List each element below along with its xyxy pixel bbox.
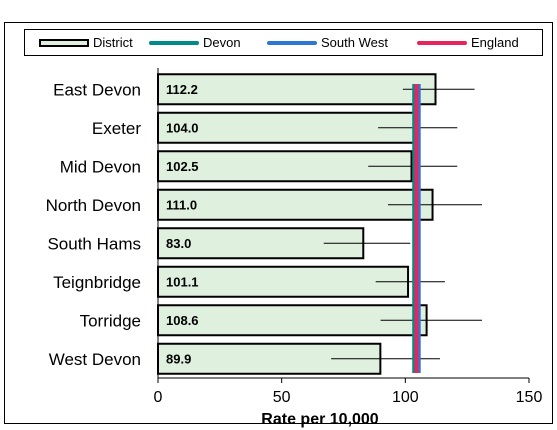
bar xyxy=(157,265,410,298)
legend-item-south-west: South West xyxy=(267,30,388,55)
legend-item-england: England xyxy=(417,30,519,55)
legend-label-devon: Devon xyxy=(203,35,241,50)
district-swatch xyxy=(39,38,89,47)
england-swatch xyxy=(417,40,467,45)
legend-label-south-west: South West xyxy=(321,35,388,50)
value-label: 108.6 xyxy=(166,313,199,328)
value-label: 111.0 xyxy=(166,197,197,212)
x-tick-label: 0 xyxy=(154,389,163,406)
legend-item-district: District xyxy=(39,30,133,55)
category-label: South Hams xyxy=(47,234,141,253)
devon-swatch xyxy=(149,40,199,45)
value-label: 102.5 xyxy=(166,159,199,174)
value-label: 101.1 xyxy=(166,274,199,289)
bar xyxy=(157,188,434,221)
chart-frame xyxy=(4,22,553,424)
category-label: North Devon xyxy=(46,196,141,215)
category-label: East Devon xyxy=(53,80,141,99)
chart-legend: District Devon South West England xyxy=(24,29,543,56)
value-label: 89.9 xyxy=(166,351,191,366)
legend-item-devon: Devon xyxy=(149,30,241,55)
value-label: 104.0 xyxy=(166,120,199,135)
x-tick-label: 100 xyxy=(392,389,419,406)
bar xyxy=(157,73,437,106)
value-label: 112.2 xyxy=(166,82,198,97)
legend-label-england: England xyxy=(471,35,519,50)
south-west-swatch xyxy=(267,40,317,45)
x-axis-label: Rate per 10,000 xyxy=(261,411,379,428)
category-label: Torridge xyxy=(80,311,141,330)
x-tick-label: 150 xyxy=(516,389,543,406)
category-label: West Devon xyxy=(49,350,141,369)
category-label: Teignbridge xyxy=(53,273,141,292)
x-tick-label: 50 xyxy=(273,389,291,406)
category-label: Mid Devon xyxy=(60,157,141,176)
value-label: 83.0 xyxy=(166,236,191,251)
legend-label-district: District xyxy=(93,35,133,50)
category-label: Exeter xyxy=(92,119,141,138)
